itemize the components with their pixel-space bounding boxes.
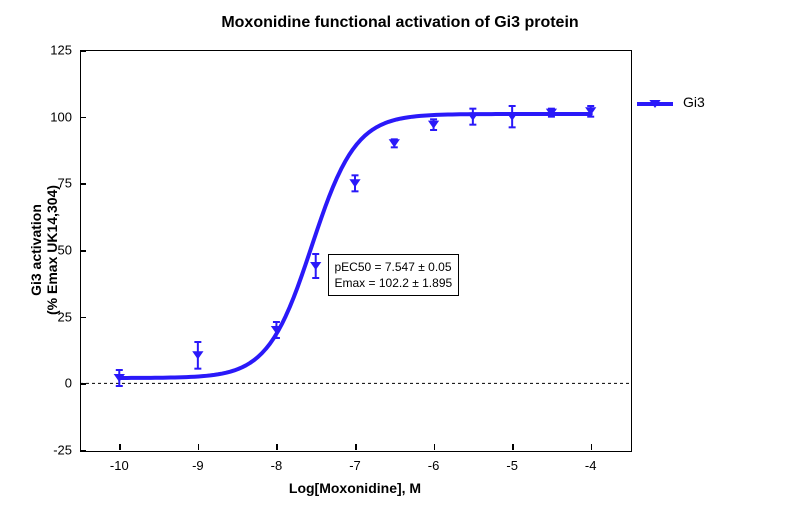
y-axis-label: Gi3 activation(% Emax UK14,304) [28,50,60,450]
y-tick [80,250,86,252]
data-marker [310,262,321,270]
y-tick [80,117,86,119]
y-tick [80,383,86,385]
y-tick [80,450,86,452]
x-tick [198,444,200,450]
data-marker [349,179,360,187]
chart-canvas: Moxonidine functional activation of Gi3 … [0,0,800,529]
fit-stats-box: pEC50 = 7.547 ± 0.05Emax = 102.2 ± 1.895 [328,254,460,296]
fit-stats-line: pEC50 = 7.547 ± 0.05 [335,259,453,275]
x-tick-label: -6 [428,458,440,473]
x-tick [119,444,121,450]
x-tick-label: -5 [506,458,518,473]
legend-label: Gi3 [683,94,705,110]
data-marker [467,113,478,121]
x-tick-label: -10 [110,458,129,473]
x-tick-label: -8 [271,458,283,473]
y-tick [80,50,86,52]
x-axis-label: Log[Moxonidine], M [80,480,630,496]
data-marker [389,139,400,147]
data-marker [428,121,439,129]
x-tick [512,444,514,450]
fit-curve [119,114,590,378]
x-tick-label: -9 [192,458,204,473]
x-tick [355,444,357,450]
fit-stats-line: Emax = 102.2 ± 1.895 [335,275,453,291]
x-tick [434,444,436,450]
x-tick [591,444,593,450]
x-tick-label: -4 [585,458,597,473]
x-tick [276,444,278,450]
y-tick [80,317,86,319]
y-tick [80,183,86,185]
x-tick-label: -7 [349,458,361,473]
data-marker [507,113,518,121]
data-marker [192,351,203,359]
